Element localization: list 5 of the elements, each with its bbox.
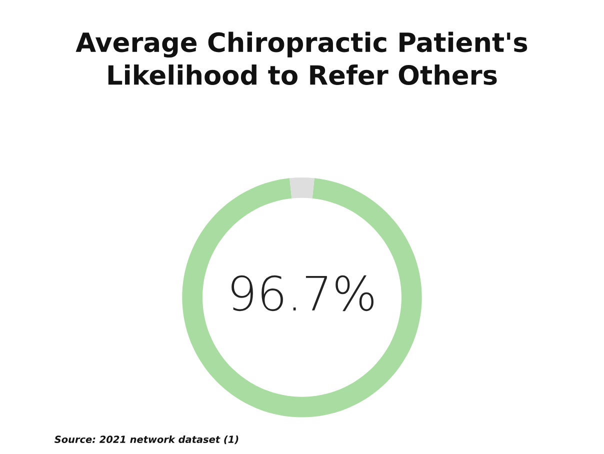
- donut-slice: [182, 178, 422, 418]
- chart-title: Average Chiropractic Patient's Likelihood to Refer Others: [76, 32, 528, 85]
- source-note: Source: 2021 network dataset (1): [54, 436, 238, 444]
- donut-slice: [290, 178, 314, 198]
- data-label: 96.7%: [232, 275, 374, 312]
